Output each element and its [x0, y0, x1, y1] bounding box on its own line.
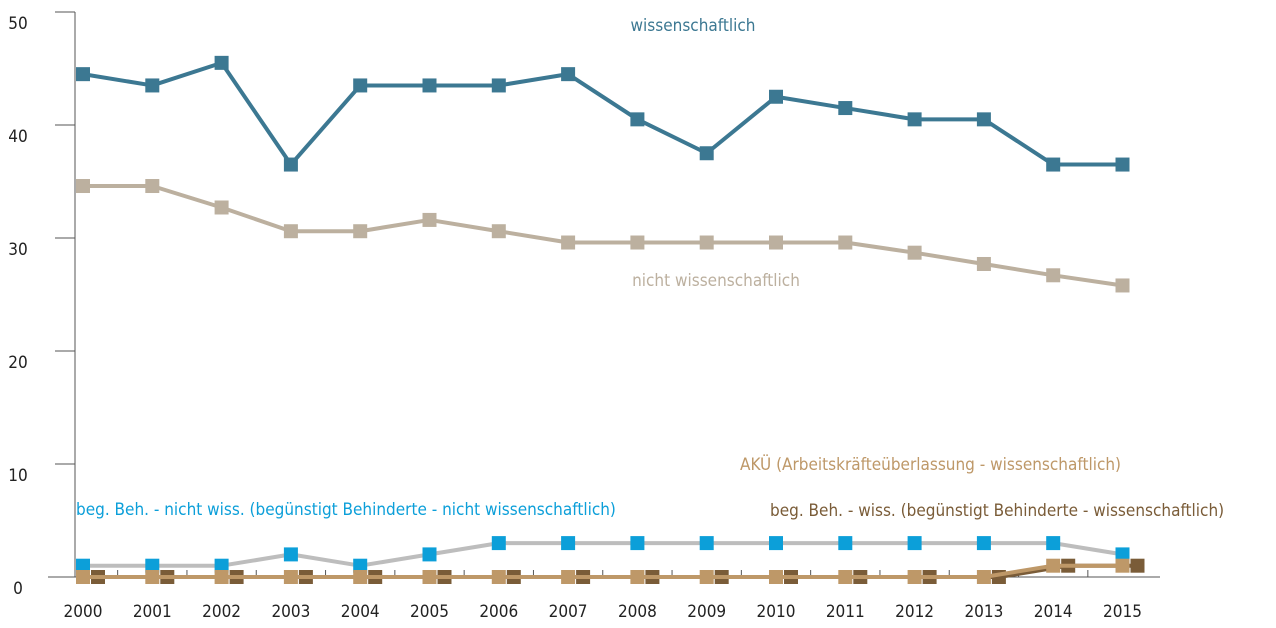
marker	[76, 67, 90, 82]
marker	[76, 179, 90, 194]
x-tick-label: 2001	[133, 602, 172, 622]
series-label: beg. Beh. - wiss. (begünstigt Behinderte…	[770, 501, 1224, 521]
y-tick-label: 20	[8, 353, 27, 373]
marker	[769, 536, 783, 551]
marker	[353, 558, 368, 573]
marker	[976, 256, 991, 271]
marker	[145, 570, 160, 584]
marker	[145, 558, 160, 573]
y-tick-label: 10	[8, 466, 27, 486]
marker	[1115, 558, 1130, 573]
x-tick-label: 2011	[826, 602, 865, 622]
marker	[353, 224, 368, 239]
y-tick-label: 40	[8, 127, 27, 147]
marker	[699, 146, 714, 161]
marker	[353, 78, 368, 93]
marker	[422, 212, 437, 227]
marker	[283, 224, 298, 239]
series-label: wissenschaftlich	[631, 16, 756, 36]
marker	[976, 112, 991, 127]
marker	[145, 78, 160, 93]
marker	[907, 536, 922, 551]
marker	[561, 67, 576, 82]
marker	[769, 570, 783, 584]
y-tick-label: 50	[8, 14, 27, 34]
marker	[1046, 157, 1061, 172]
marker	[907, 245, 922, 260]
marker	[699, 536, 714, 551]
marker	[76, 570, 90, 584]
series-line	[83, 541, 1123, 568]
marker	[283, 570, 298, 584]
marker	[630, 112, 645, 127]
x-tick-label: 2010	[757, 602, 796, 622]
series-line	[83, 184, 1123, 288]
series-label: beg. Beh. - nicht wiss. (begünstigt Behi…	[76, 500, 616, 520]
marker	[1115, 278, 1130, 293]
marker	[838, 235, 853, 250]
marker	[769, 89, 783, 104]
marker	[491, 536, 506, 551]
marker	[630, 235, 645, 250]
marker	[699, 570, 714, 584]
marker	[422, 78, 437, 93]
x-tick-label: 2009	[687, 602, 726, 622]
marker	[907, 112, 922, 127]
marker	[283, 547, 298, 562]
series-label: AKÜ (Arbeitskräfteüberlassung - wissensc…	[740, 453, 1121, 475]
marker	[214, 570, 229, 584]
y-tick-label: 0	[13, 579, 23, 599]
marker	[1046, 536, 1061, 551]
x-tick-label: 2007	[549, 602, 588, 622]
x-tick-label: 2004	[341, 602, 380, 622]
marker	[145, 179, 160, 194]
x-tick-label: 2015	[1103, 602, 1142, 622]
x-tick-label: 2006	[479, 602, 518, 622]
x-tick-label: 2005	[410, 602, 449, 622]
marker	[1046, 558, 1061, 573]
x-tick-label: 2003	[271, 602, 310, 622]
marker	[630, 570, 645, 584]
marker	[907, 570, 922, 584]
marker	[214, 55, 229, 70]
marker	[769, 235, 783, 250]
x-tick-label: 2013	[964, 602, 1003, 622]
marker	[976, 536, 991, 551]
marker	[838, 536, 853, 551]
series-line	[83, 563, 1123, 579]
series-label: nicht wissenschaftlich	[632, 271, 800, 291]
marker	[561, 536, 576, 551]
marker	[491, 78, 506, 93]
x-tick-label: 2012	[895, 602, 934, 622]
marker	[1115, 547, 1130, 562]
marker	[838, 570, 853, 584]
marker	[630, 536, 645, 551]
marker	[422, 547, 437, 562]
series-line	[82, 60, 1123, 167]
marker	[561, 235, 576, 250]
marker	[1046, 268, 1061, 283]
marker	[422, 570, 437, 584]
x-tick-label: 2002	[202, 602, 241, 622]
marker	[1115, 157, 1130, 172]
marker	[976, 570, 991, 584]
marker	[491, 570, 506, 584]
y-tick-label: 30	[8, 240, 27, 260]
marker	[283, 157, 298, 172]
x-tick-label: 2008	[618, 602, 657, 622]
marker	[76, 558, 90, 573]
marker	[214, 558, 229, 573]
marker	[1130, 558, 1145, 573]
marker	[699, 235, 714, 250]
marker	[838, 101, 853, 116]
marker	[491, 224, 506, 239]
x-tick-label: 2014	[1034, 602, 1073, 622]
marker	[561, 570, 576, 584]
marker	[353, 570, 368, 584]
x-tick-label: 2000	[64, 602, 103, 622]
marker	[214, 200, 229, 215]
